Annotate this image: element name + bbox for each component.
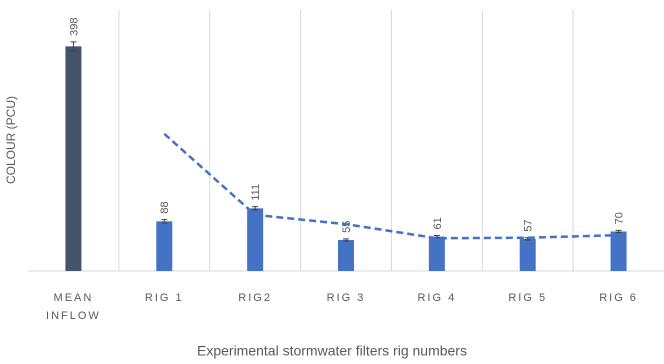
error-bar bbox=[343, 238, 349, 242]
x-tick-label: RIG 4 bbox=[417, 292, 457, 304]
bar bbox=[610, 231, 627, 271]
x-tick-label: RIG2 bbox=[238, 292, 272, 304]
data-label: 57 bbox=[523, 219, 535, 231]
x-tick-label: RIG 1 bbox=[144, 292, 184, 304]
x-tick-label: RIG 6 bbox=[599, 292, 638, 304]
error-bar bbox=[161, 219, 168, 224]
data-label: 111 bbox=[250, 184, 262, 201]
data-label: 70 bbox=[613, 212, 625, 224]
bar bbox=[428, 236, 445, 271]
bar bbox=[65, 46, 82, 272]
bar bbox=[247, 208, 264, 271]
x-tick-label: RIG 3 bbox=[326, 292, 366, 304]
data-label: 61 bbox=[432, 217, 444, 229]
y-axis-title: COLOUR (PCU) bbox=[4, 96, 18, 184]
bar bbox=[156, 221, 173, 271]
data-label: 55 bbox=[341, 221, 353, 233]
error-bar bbox=[70, 41, 77, 52]
bar bbox=[338, 239, 354, 271]
error-bar bbox=[615, 229, 622, 234]
x-axis-title: Experimental stormwater filters rig numb… bbox=[197, 343, 467, 359]
error-bar bbox=[252, 206, 259, 211]
x-tick-label: MEAN INFLOW bbox=[46, 292, 101, 322]
x-tick-label: RIG 5 bbox=[508, 292, 548, 304]
bar bbox=[519, 238, 536, 271]
trendline bbox=[163, 132, 619, 240]
data-label: 88 bbox=[159, 201, 171, 213]
data-label: 398 bbox=[68, 17, 80, 35]
